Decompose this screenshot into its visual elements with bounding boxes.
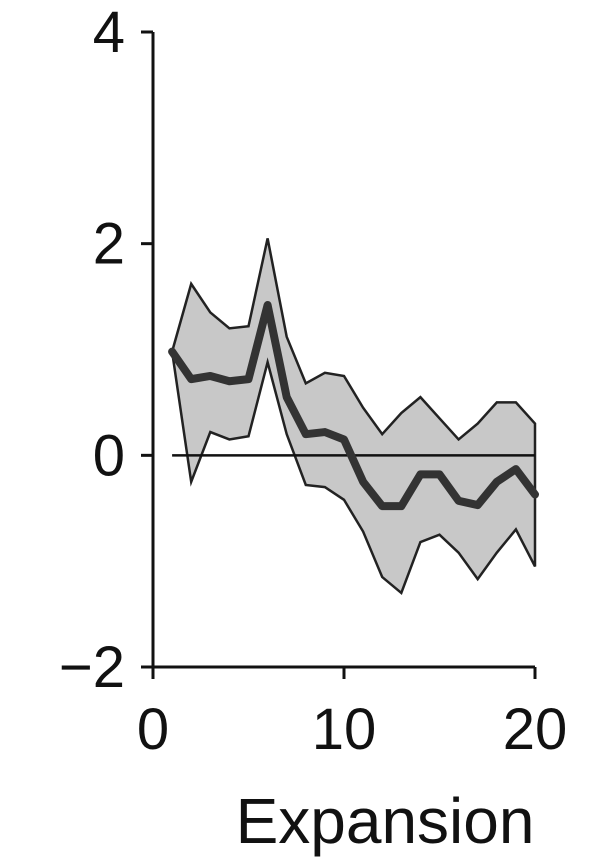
- y-tick-label: 0: [93, 423, 125, 488]
- confidence-band: [170, 238, 537, 596]
- x-tick-label: 20: [503, 697, 568, 762]
- x-tick-label: 10: [312, 697, 377, 762]
- y-tick-label: −2: [59, 635, 125, 700]
- mean-series-line: [168, 301, 539, 511]
- y-tick-label: 4: [93, 0, 125, 65]
- y-tick-label: 2: [93, 212, 125, 277]
- plot-area: [168, 238, 539, 596]
- x-axis-title: Expansion: [236, 785, 535, 857]
- ticks: 420−20 10 20: [59, 0, 567, 762]
- x-tick-label: 0: [137, 697, 169, 762]
